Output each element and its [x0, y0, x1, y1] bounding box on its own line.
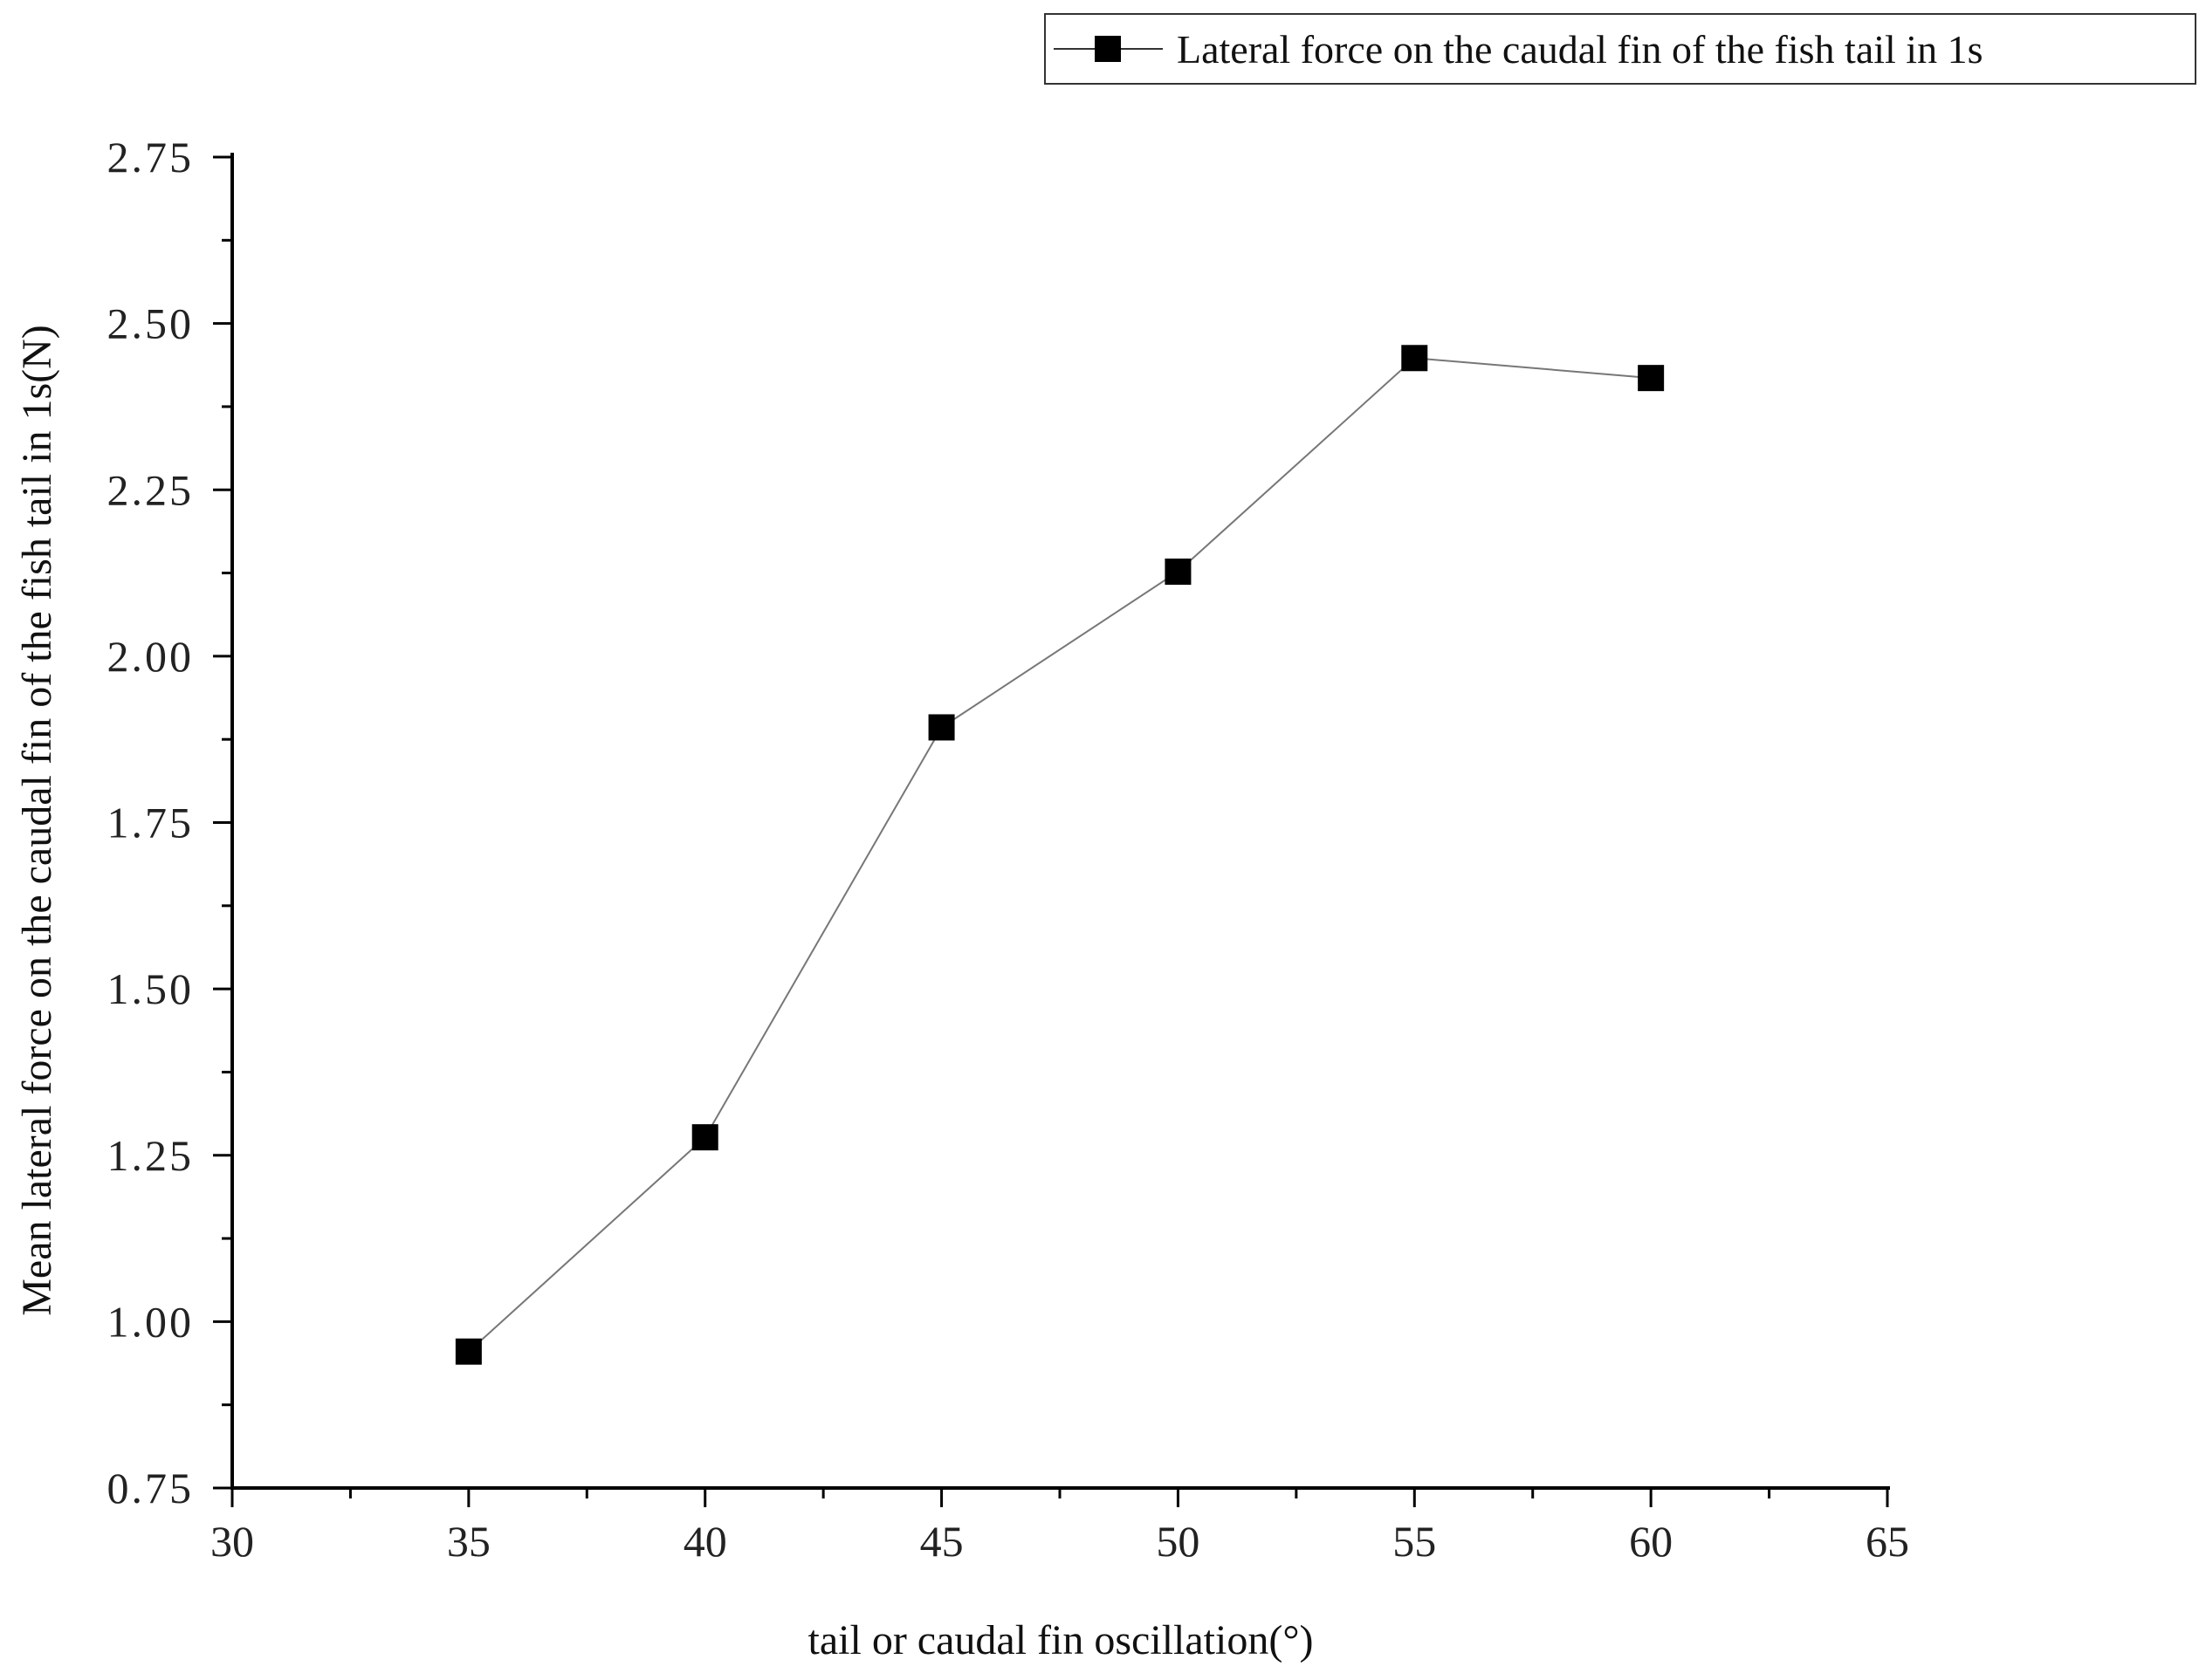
x-axis-title: tail or caudal fin oscillation(°) — [808, 1617, 1314, 1663]
series-layer — [455, 345, 1665, 1365]
x-ticks: 30 35 40 45 50 55 60 65 — [210, 1488, 1909, 1566]
y-tick-label: 2.00 — [107, 632, 195, 681]
y-tick-label: 2.50 — [107, 299, 195, 348]
x-tick-label: 65 — [1866, 1517, 1909, 1566]
legend-box — [1044, 13, 2196, 85]
y-axis-title: Mean lateral force on the caudal fin of … — [14, 325, 60, 1316]
y-tick-label: 2.75 — [107, 133, 195, 182]
data-point-marker — [1165, 559, 1192, 586]
series-line — [468, 357, 1652, 1353]
y-tick-label: 2.25 — [107, 465, 195, 514]
x-tick-label: 60 — [1629, 1517, 1673, 1566]
y-tick-label: 1.00 — [107, 1297, 195, 1346]
y-tick-label: 1.50 — [107, 964, 195, 1013]
y-tick-label: 1.75 — [107, 799, 195, 847]
legend: Lateral force on the caudal fin of the f… — [1044, 13, 2196, 85]
data-point-marker — [1401, 345, 1428, 372]
x-tick-label: 55 — [1392, 1517, 1436, 1566]
data-point-marker — [1638, 365, 1665, 392]
y-tick-label: 1.25 — [107, 1131, 195, 1180]
y-tick-label: 0.75 — [107, 1464, 195, 1512]
x-tick-label: 40 — [684, 1517, 727, 1566]
x-tick-label: 45 — [920, 1517, 964, 1566]
x-tick-label: 35 — [447, 1517, 491, 1566]
x-tick-label: 30 — [210, 1517, 254, 1566]
data-point-marker — [928, 714, 955, 741]
data-point-marker — [455, 1338, 482, 1365]
data-point-marker — [691, 1124, 718, 1151]
legend-label: Lateral force on the caudal fin of the f… — [1177, 27, 1983, 72]
y-ticks: 0.75 1.00 1.25 1.50 1.75 2.00 2.25 2.50 2.75 — [107, 133, 232, 1512]
legend-marker — [1095, 36, 1121, 62]
x-tick-label: 50 — [1156, 1517, 1199, 1566]
